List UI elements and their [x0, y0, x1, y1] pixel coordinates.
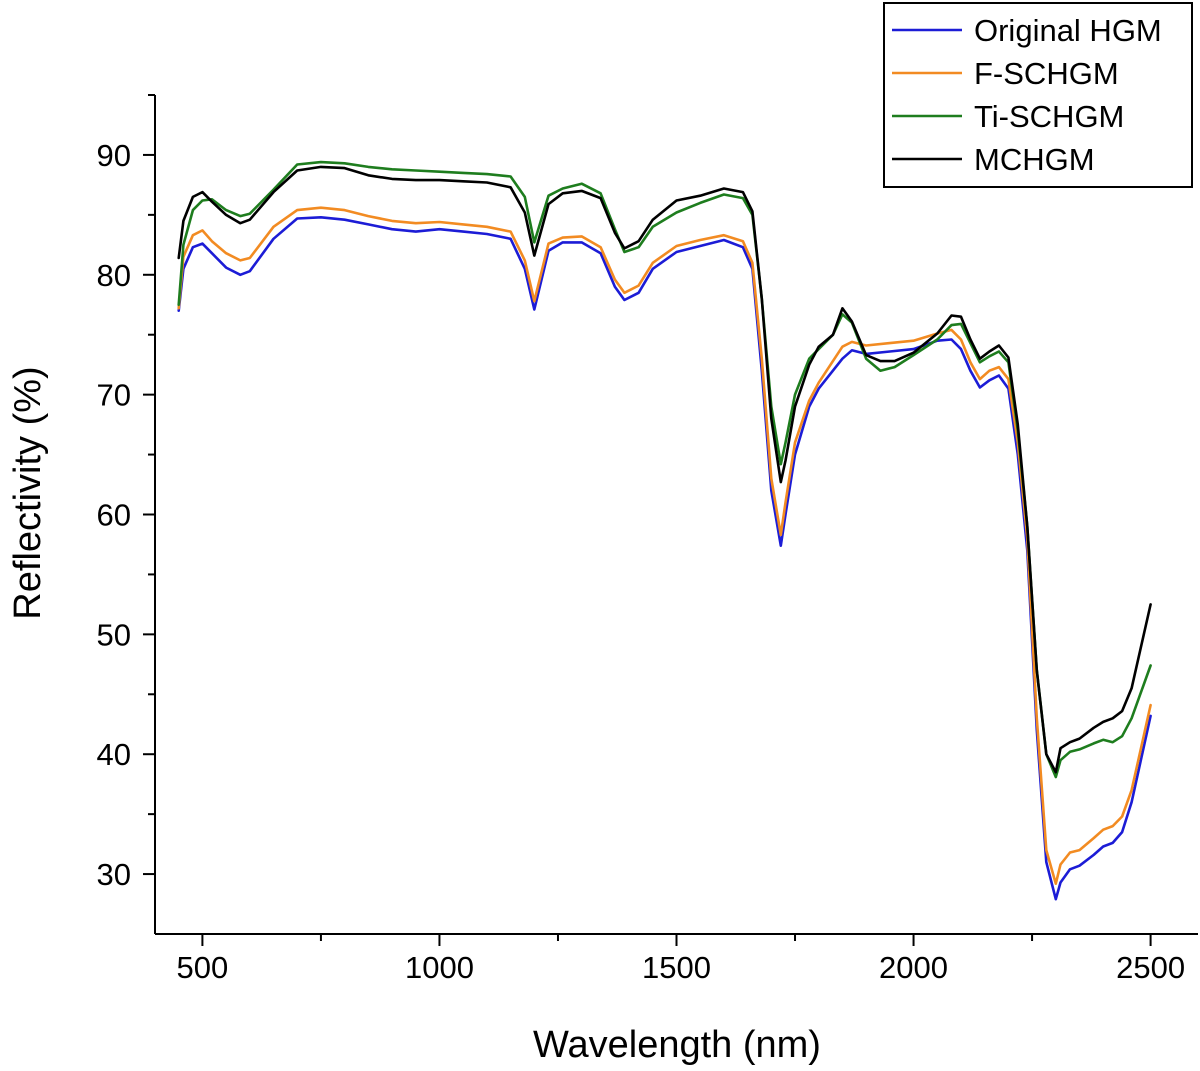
legend-label: Ti-SCHGM [974, 99, 1124, 134]
y-tick-label: 40 [97, 737, 131, 772]
x-tick-label: 500 [177, 950, 229, 985]
y-tick-label: 80 [97, 258, 131, 293]
x-tick-label: 2500 [1116, 950, 1185, 985]
x-tick-label: 1500 [642, 950, 711, 985]
axes: 500 1000 1500 2000 2500 30 40 50 60 70 80 90 [97, 94, 1198, 985]
y-tick-label: 50 [97, 617, 131, 652]
y-tick-label: 90 [97, 138, 131, 173]
y-axis-title: Reflectivity (%) [7, 366, 49, 619]
legend-label: MCHGM [974, 142, 1095, 177]
series-line-original-hgm [177, 216, 1152, 901]
x-axis-title: Wavelength (nm) [533, 1024, 821, 1066]
series-layer [177, 160, 1152, 901]
legend-box [883, 2, 1193, 188]
x-tick-label: 2000 [879, 950, 948, 985]
y-tick-label: 30 [97, 857, 131, 892]
x-tick-label: 1000 [405, 950, 474, 985]
legend-label: F-SCHGM [974, 56, 1119, 91]
y-tick-label: 60 [97, 498, 131, 533]
series-line-mchgm [177, 165, 1152, 774]
legend-label: Original HGM [974, 13, 1162, 48]
y-tick-label: 70 [97, 378, 131, 413]
legend: Original HGM F-SCHGM Ti-SCHGM MCHGM [883, 2, 1193, 188]
series-line-f-schgm [177, 206, 1152, 886]
